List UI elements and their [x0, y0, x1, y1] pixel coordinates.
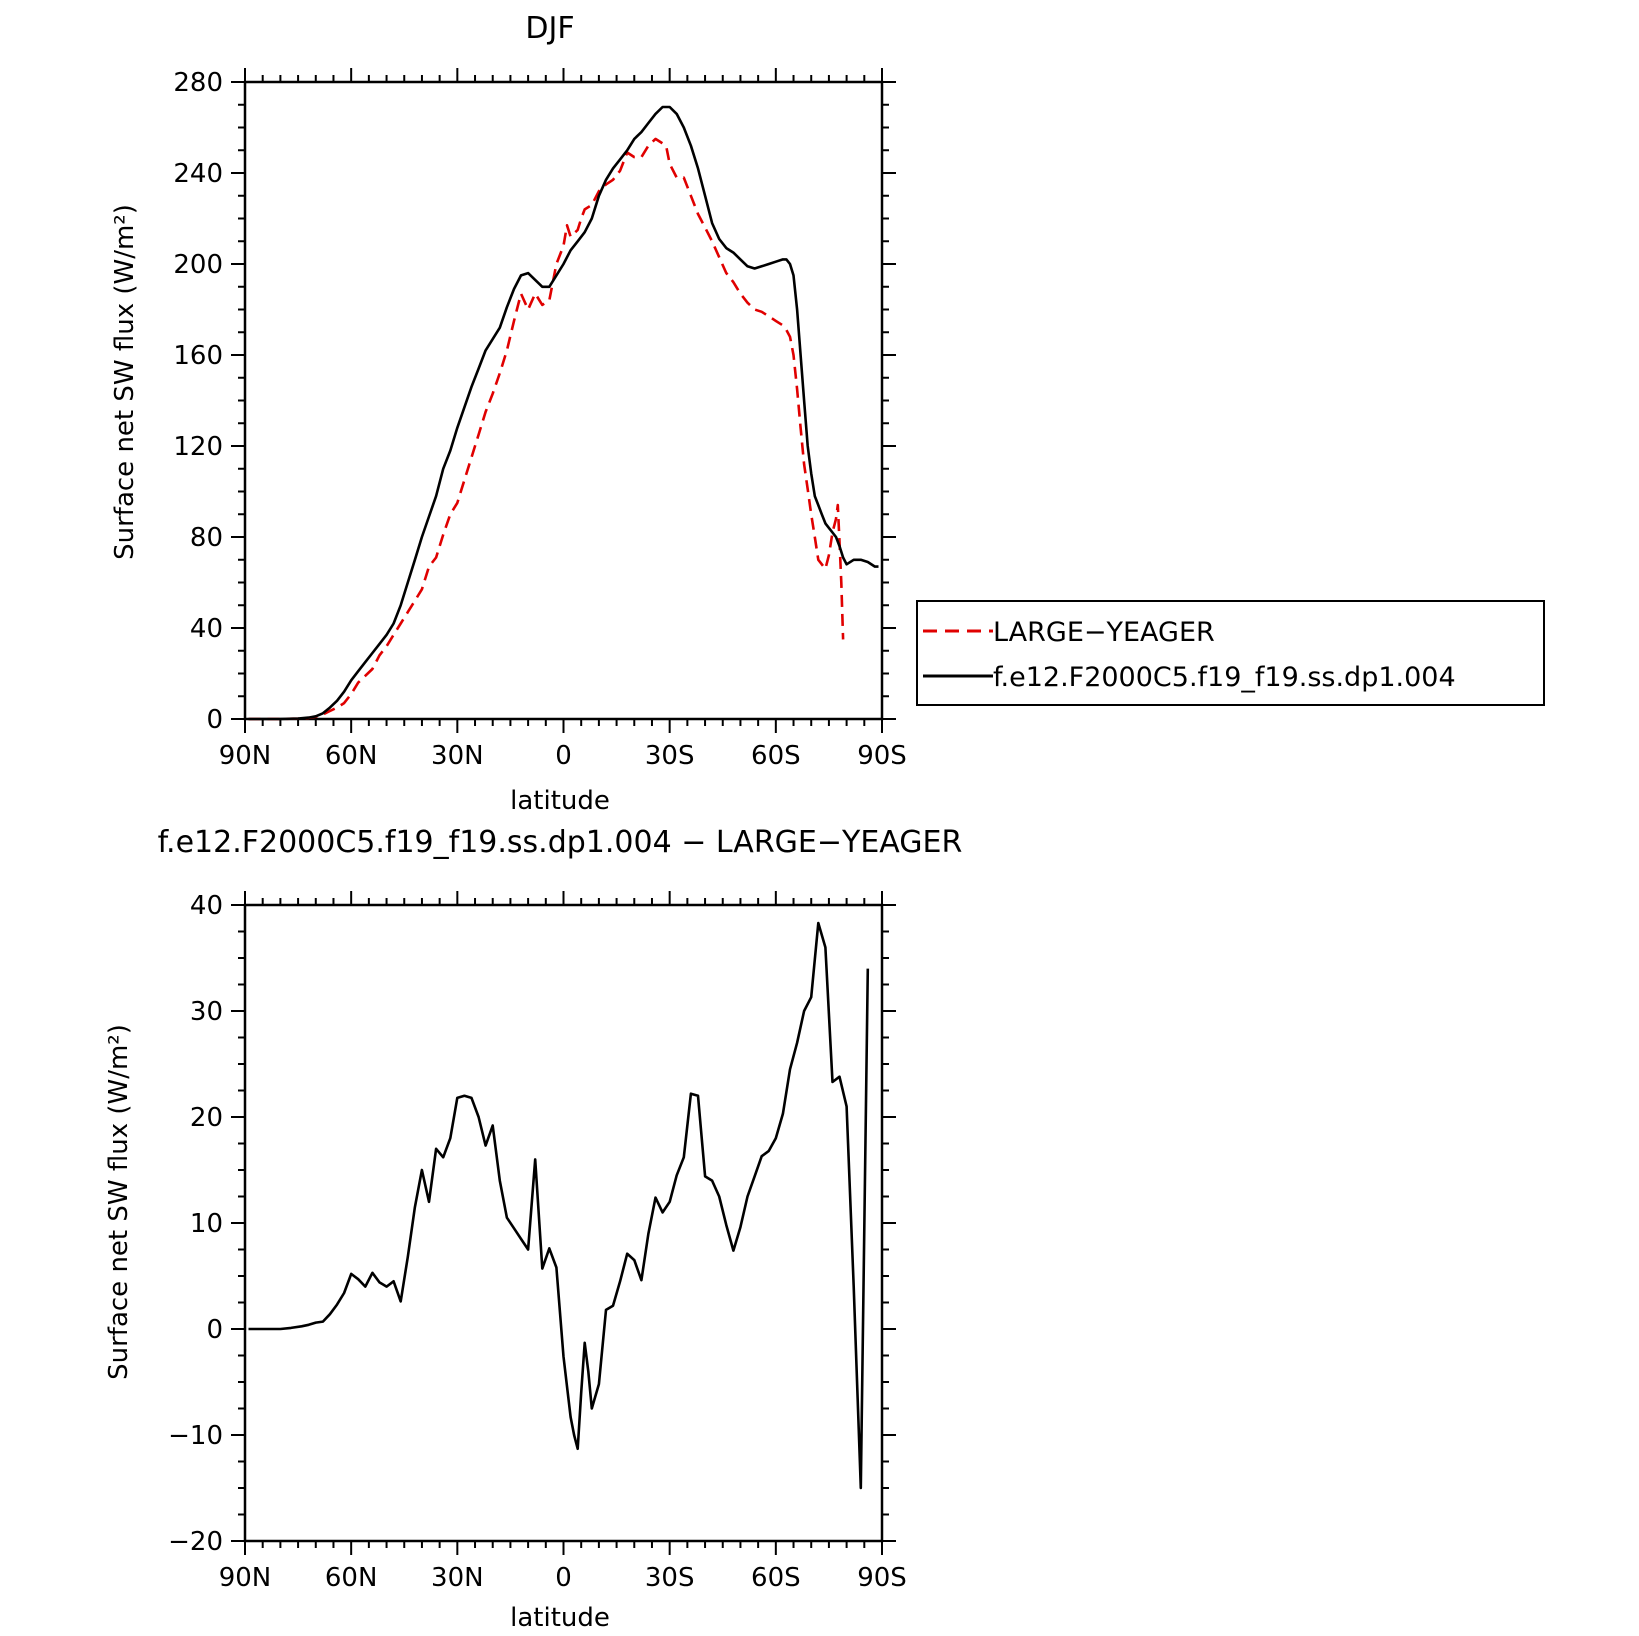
- legend: LARGE−YEAGER f.e12.F2000C5.f19_f19.ss.dp…: [916, 600, 1545, 706]
- top-series-line-1: [248, 105, 879, 721]
- top-y-axis-title: Surface net SW flux (W/m²): [110, 204, 140, 560]
- top-x-tick-label: 60S: [751, 741, 801, 771]
- top-y-tick-label: 200: [173, 250, 223, 280]
- top-panel-title: DJF: [525, 11, 574, 46]
- bottom-y-tick-label: 20: [190, 1103, 223, 1133]
- bottom-x-tick-label: 30N: [431, 1563, 484, 1593]
- bottom-x-tick-label: 0: [555, 1563, 572, 1593]
- top-x-tick-label: 90S: [857, 741, 907, 771]
- bottom-y-axis-title: Surface net SW flux (W/m²): [104, 1024, 134, 1380]
- top-x-axis-title: latitude: [510, 786, 610, 816]
- bottom-x-tick-label: 60S: [751, 1563, 801, 1593]
- bottom-y-tick-label: −10: [168, 1421, 223, 1451]
- top-x-tick-label: 30N: [431, 741, 484, 771]
- bottom-series-line-0: [248, 921, 870, 1490]
- legend-label-large-yeager: LARGE−YEAGER: [993, 617, 1215, 648]
- bottom-panel: f.e12.F2000C5.f19_f19.ss.dp1.004 − LARGE…: [104, 825, 962, 1633]
- bottom-y-tick-label: 30: [190, 997, 223, 1027]
- top-panel: DJF 90N 60N 30N 0 30S 60S 90S 0 40 80 120 160 200 240…: [110, 11, 907, 816]
- bottom-x-tick-label: 90S: [857, 1563, 907, 1593]
- legend-box: [916, 600, 1545, 706]
- bottom-y-tick-label: 0: [206, 1315, 223, 1345]
- top-plot-area: 90N 60N 30N 0 30S 60S 90S 0 40 80 120 160 200 240 280: [173, 68, 907, 771]
- bottom-plot-frame: [243, 903, 884, 1543]
- bottom-x-tick-label: 90N: [219, 1563, 272, 1593]
- top-plot-frame: [243, 80, 884, 721]
- bottom-x-tick-label: 30S: [645, 1563, 695, 1593]
- bottom-panel-title: f.e12.F2000C5.f19_f19.ss.dp1.004 − LARGE…: [158, 825, 963, 860]
- bottom-y-tick-label: 40: [190, 891, 223, 921]
- top-y-tick-label: 0: [206, 705, 223, 735]
- top-y-tick-label: 80: [190, 523, 223, 553]
- top-series-line-0: [248, 137, 845, 721]
- legend-label-f-e12: f.e12.F2000C5.f19_f19.ss.dp1.004: [993, 662, 1456, 693]
- bottom-x-axis-title: latitude: [510, 1603, 610, 1633]
- top-y-tick-label: 160: [173, 341, 223, 371]
- bottom-plot-area: 90N 60N 30N 0 30S 60S 90S −20 −10 0 10 20 30 40: [168, 891, 907, 1593]
- top-y-tick-label: 120: [173, 432, 223, 462]
- top-x-tick-label: 0: [555, 741, 572, 771]
- bottom-x-tick-label: 60N: [325, 1563, 378, 1593]
- bottom-y-tick-label: 10: [190, 1209, 223, 1239]
- top-x-tick-label: 30S: [645, 741, 695, 771]
- top-y-tick-label: 40: [190, 614, 223, 644]
- bottom-y-tick-label: −20: [168, 1527, 223, 1557]
- top-x-tick-label: 90N: [219, 741, 272, 771]
- top-y-tick-label: 280: [173, 68, 223, 98]
- top-y-tick-label: 240: [173, 159, 223, 189]
- top-x-tick-label: 60N: [325, 741, 378, 771]
